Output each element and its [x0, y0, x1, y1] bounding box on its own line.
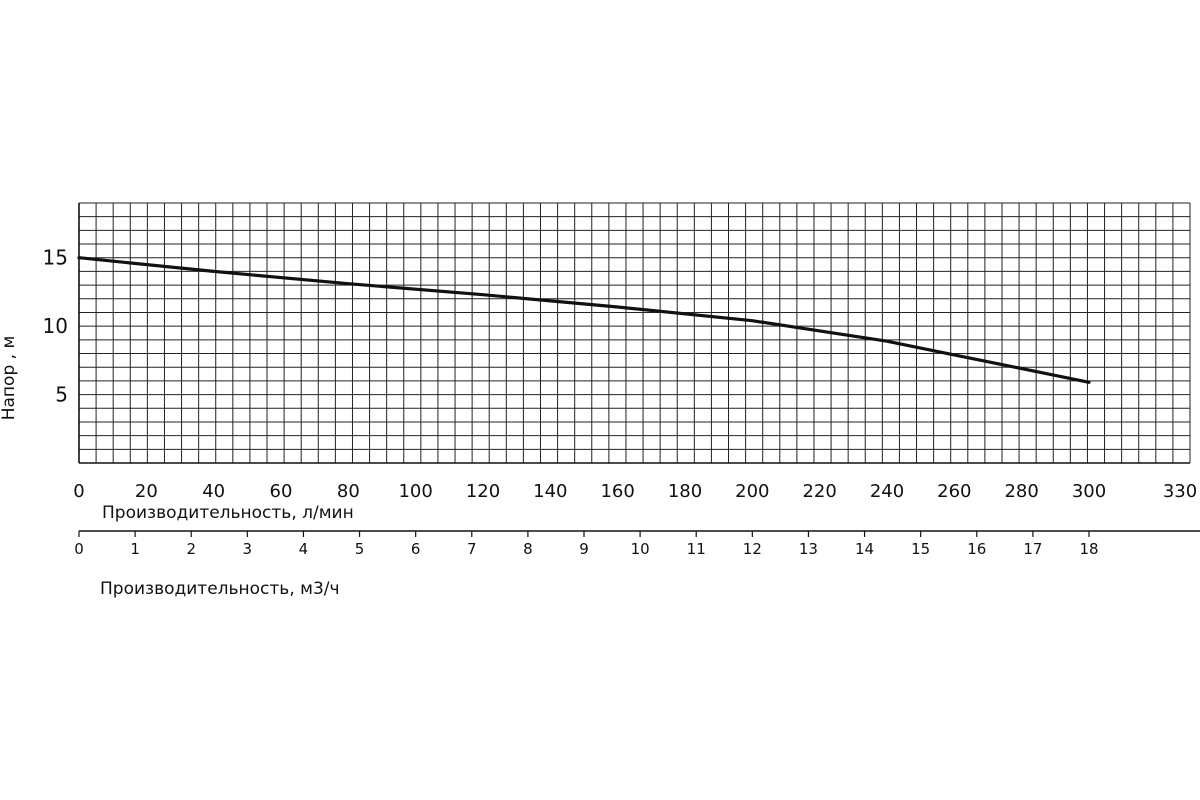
x2-tick-label: 5 — [355, 540, 365, 558]
x2-tick-label: 9 — [579, 540, 589, 558]
y-tick-label: 5 — [55, 383, 68, 407]
x2-tick-label: 2 — [186, 540, 196, 558]
x-tick-label: 300 — [1072, 481, 1106, 502]
x-tick-label: 330 — [1163, 481, 1197, 502]
x2-tick-label: 1 — [130, 540, 140, 558]
head-flow-curve — [77, 256, 1091, 384]
x-tick-label: 0 — [73, 481, 84, 502]
x-tick-label: 260 — [937, 481, 971, 502]
x2-tick-label: 14 — [855, 540, 874, 558]
x2-tick-label: 15 — [911, 540, 930, 558]
x-tick-label: 220 — [802, 481, 836, 502]
x-tick-label: 120 — [466, 481, 500, 502]
x2-tick-label: 18 — [1079, 540, 1098, 558]
x-tick-label: 100 — [398, 481, 432, 502]
x2-tick-label: 17 — [1023, 540, 1042, 558]
x2-tick-label: 11 — [687, 540, 706, 558]
y-tick-label: 15 — [43, 246, 68, 270]
x-tick-label: 80 — [337, 481, 360, 502]
x-tick-label: 180 — [668, 481, 702, 502]
x2-tick-label: 10 — [631, 540, 650, 558]
x2-tick-label: 13 — [799, 540, 818, 558]
x-tick-label: 160 — [600, 481, 634, 502]
x-tick-label: 40 — [202, 481, 225, 502]
x2-tick-label: 4 — [299, 540, 309, 558]
x2-tick-label: 6 — [411, 540, 421, 558]
x-axis-label-lpm: Производительность, л/мин — [102, 503, 354, 523]
x-tick-label: 140 — [533, 481, 567, 502]
chart-series — [77, 256, 1091, 384]
x2-tick-label: 3 — [243, 540, 253, 558]
x-axis-m3h: 0 1 2 3 4 5 6 7 8 9 10 11 12 13 14 15 16 17 18 — [74, 530, 1200, 558]
x2-tick-label: 7 — [467, 540, 477, 558]
x-axis-label-m3h: Производительность, м3/ч — [100, 579, 340, 599]
y-axis-ticks: 5 10 15 — [43, 246, 68, 407]
x-tick-label: 280 — [1004, 481, 1038, 502]
chart-grid — [78, 202, 1191, 464]
x2-tick-label: 8 — [523, 540, 533, 558]
x-axis-ticks-lpm: 0 20 40 60 80 100 120 140 160 180 200 220 240 260 280 3… — [73, 481, 1197, 502]
x-tick-label: 20 — [135, 481, 158, 502]
x-tick-label: 240 — [870, 481, 904, 502]
y-axis-label: Напор , м — [0, 336, 19, 421]
y-tick-label: 10 — [43, 314, 68, 338]
x2-tick-label: 16 — [967, 540, 986, 558]
x-tick-label: 200 — [735, 481, 769, 502]
x-tick-label: 60 — [270, 481, 293, 502]
x2-tick-label: 0 — [74, 540, 84, 558]
x2-tick-label: 12 — [743, 540, 762, 558]
